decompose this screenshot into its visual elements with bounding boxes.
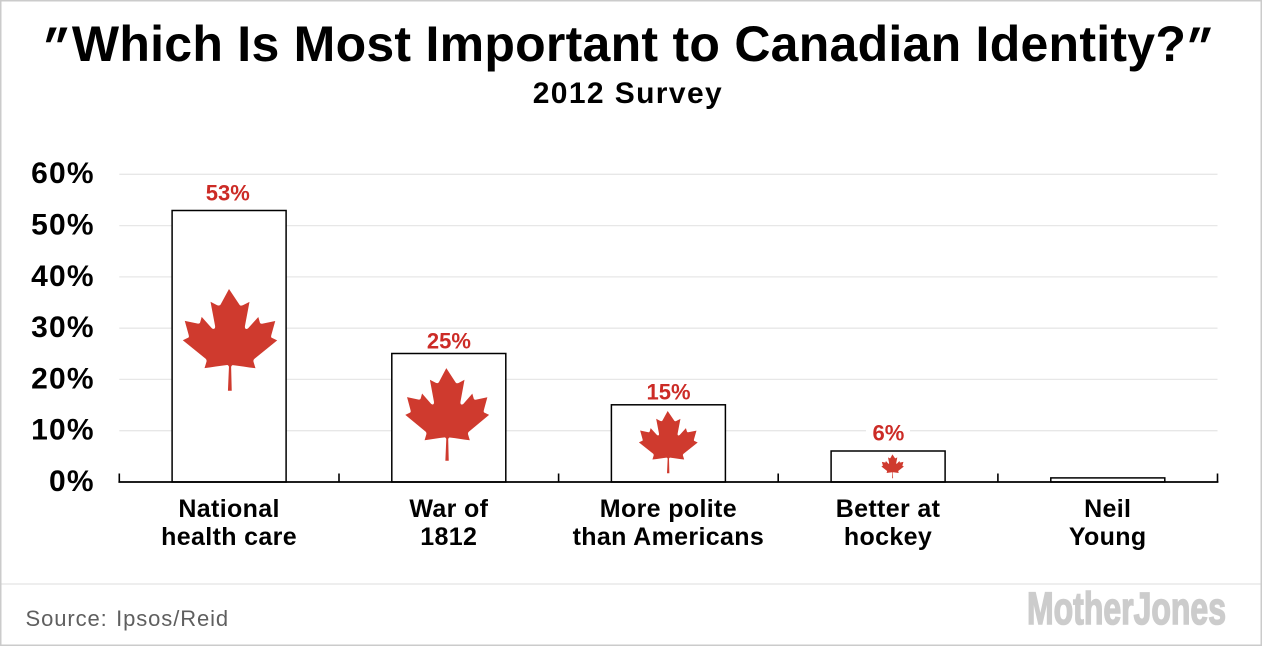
svg-text:0%: 0% [49, 465, 95, 498]
svg-text:25%: 25% [427, 329, 471, 354]
svg-text:15%: 15% [646, 379, 690, 404]
svg-text:20%: 20% [31, 362, 95, 395]
svg-text:2012 Survey: 2012 Survey [533, 77, 722, 110]
svg-text:Source:Ipsos/Reid: Source: Ipsos/Reid [26, 606, 230, 631]
svg-text:6%: 6% [873, 421, 905, 446]
svg-text:40%: 40% [31, 260, 95, 293]
svg-text:MotherJones: MotherJones [1027, 583, 1226, 634]
svg-text:30%: 30% [31, 311, 95, 344]
svg-text:Which Is Most Important to Can: Which Is Most Important to Canadian Iden… [72, 16, 1186, 72]
svg-text:10%: 10% [31, 414, 95, 447]
svg-text:53%: 53% [206, 181, 250, 206]
svg-text:50%: 50% [31, 209, 95, 242]
svg-text:60%: 60% [31, 157, 95, 190]
